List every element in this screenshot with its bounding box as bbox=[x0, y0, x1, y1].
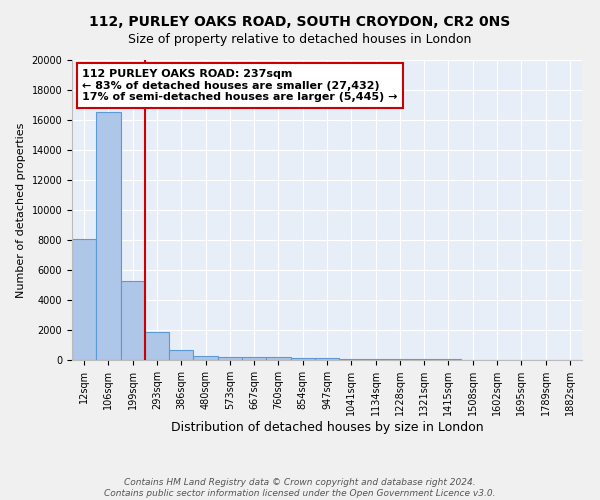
Text: Size of property relative to detached houses in London: Size of property relative to detached ho… bbox=[128, 32, 472, 46]
Bar bbox=[315, 358, 339, 360]
Bar bbox=[145, 332, 169, 360]
Text: 112 PURLEY OAKS ROAD: 237sqm
← 83% of detached houses are smaller (27,432)
17% o: 112 PURLEY OAKS ROAD: 237sqm ← 83% of de… bbox=[82, 69, 398, 102]
Bar bbox=[290, 358, 315, 360]
Bar bbox=[339, 358, 364, 360]
Bar bbox=[169, 350, 193, 360]
Bar bbox=[193, 356, 218, 360]
X-axis label: Distribution of detached houses by size in London: Distribution of detached houses by size … bbox=[170, 421, 484, 434]
Bar bbox=[364, 359, 388, 360]
Bar bbox=[121, 280, 145, 360]
Bar bbox=[412, 359, 436, 360]
Bar bbox=[266, 358, 290, 360]
Bar bbox=[218, 356, 242, 360]
Text: 112, PURLEY OAKS ROAD, SOUTH CROYDON, CR2 0NS: 112, PURLEY OAKS ROAD, SOUTH CROYDON, CR… bbox=[89, 15, 511, 29]
Text: Contains HM Land Registry data © Crown copyright and database right 2024.
Contai: Contains HM Land Registry data © Crown c… bbox=[104, 478, 496, 498]
Bar bbox=[242, 357, 266, 360]
Y-axis label: Number of detached properties: Number of detached properties bbox=[16, 122, 26, 298]
Bar bbox=[388, 359, 412, 360]
Bar bbox=[96, 112, 121, 360]
Bar bbox=[72, 238, 96, 360]
